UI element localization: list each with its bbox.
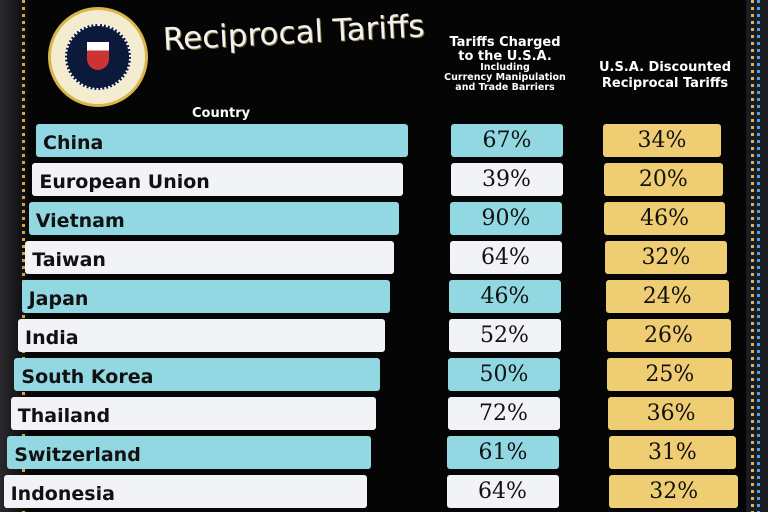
header-line: Reciprocal Tariffs	[601, 75, 729, 91]
country-column-header: Country	[192, 106, 251, 121]
charged-tariff-cell: 39%	[450, 163, 563, 196]
header-line: U.S.A. Discounted	[598, 60, 732, 75]
charged-tariff-cell: 52%	[448, 319, 561, 352]
discounted-tariff-cell: 32%	[609, 475, 739, 508]
charged-tariff-cell: 90%	[450, 202, 562, 235]
header-line: and Trade Barriers	[455, 82, 555, 94]
country-cell: Indonesia	[3, 475, 367, 508]
discounted-tariff-cell: 36%	[607, 397, 735, 430]
country-cell: China	[36, 124, 408, 157]
header-line: to the U.S.A.	[458, 48, 552, 64]
led-strip-right-blue	[757, 0, 760, 512]
header-line: Tariffs Charged	[449, 35, 561, 50]
discounted-tariff-cell: 32%	[605, 241, 727, 274]
country-cell: European Union	[32, 163, 404, 196]
discounted-tariff-cell: 26%	[606, 319, 731, 352]
discounted-tariff-cell: 31%	[608, 436, 737, 469]
discounted-tariff-cell: 34%	[603, 124, 721, 157]
header-line: Currency Manipulation	[444, 72, 566, 84]
country-cell: Switzerland	[7, 436, 372, 469]
charged-tariff-cell: 64%	[446, 475, 559, 508]
charged-column-header: Tariffs Charged to the U.S.A. Including …	[440, 36, 570, 93]
page-title: Reciprocal Tariffs	[162, 8, 426, 58]
country-cell: India	[18, 319, 385, 352]
country-cell: Thailand	[10, 397, 376, 430]
led-strip-right-gold	[751, 0, 754, 512]
led-strip-left	[22, 0, 25, 512]
charged-tariff-cell: 72%	[447, 397, 560, 430]
discounted-tariff-cell: 46%	[604, 202, 725, 235]
country-cell: South Korea	[14, 358, 381, 391]
country-cell: Vietnam	[28, 202, 399, 235]
charged-tariff-cell: 50%	[448, 358, 560, 391]
country-cell: Taiwan	[25, 241, 395, 274]
presidential-seal-icon	[48, 7, 148, 107]
charged-tariff-cell: 46%	[449, 280, 561, 313]
charged-tariff-cell: 61%	[447, 436, 559, 469]
eagle-shield-icon	[87, 42, 109, 70]
discounted-tariff-cell: 20%	[603, 163, 723, 196]
charged-tariff-cell: 64%	[449, 241, 562, 274]
charged-tariff-cell: 67%	[451, 124, 563, 157]
discounted-tariff-cell: 24%	[605, 280, 729, 313]
discounted-column-header: U.S.A. Discounted Reciprocal Tariffs	[585, 60, 745, 91]
country-cell: Japan	[21, 280, 390, 313]
header-line: Including	[480, 62, 530, 74]
discounted-tariff-cell: 25%	[607, 358, 733, 391]
